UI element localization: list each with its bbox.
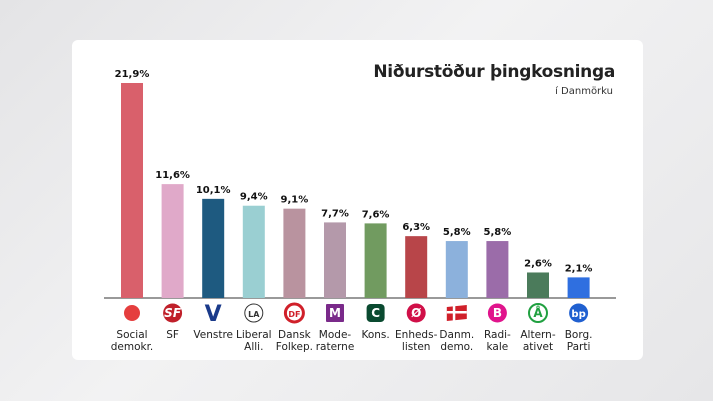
data-label: 11,6% [155,170,190,181]
bar [283,208,306,298]
data-label: 7,7% [321,208,349,219]
dansk-folkeparti-logo-icon [283,302,305,324]
chart-subtitle: í Danmörku [555,86,613,97]
konservative-logo-icon-text: C [371,306,380,320]
alternativet-logo-icon [528,303,548,323]
category-label: Social [116,329,147,341]
data-label: 2,6% [524,258,552,269]
data-label: 2,1% [565,263,593,274]
category-label: Mode- [319,329,352,341]
social-demokratiet-rose-icon [124,305,140,321]
radikale-logo-icon [487,303,507,323]
bar [242,205,265,298]
category-label: Danm. [439,329,474,341]
category-label: raterne [316,341,355,353]
enhedslisten-logo-icon-text: Ø [411,306,421,320]
category-label: Parti [567,341,591,353]
liberal-alliance-logo-icon-text: LA [248,310,260,319]
moderaterne-logo-icon-text: M [329,306,341,320]
chart-card: Niðurstöður þingkosninga í Danmörku 21,9… [72,40,643,360]
bar [567,277,590,298]
category-label: Folkep. [276,341,313,353]
category-label: Radi- [484,329,511,341]
category-label: Borg. [565,329,593,341]
data-label: 10,1% [196,185,231,196]
category-label: Alli. [244,341,263,353]
data-label: 9,1% [281,195,309,206]
sf-logo-icon-text: SF [164,306,182,320]
category-label: demo. [440,341,473,353]
borgernes-parti-logo-icon [569,303,589,323]
category-label: Venstre [193,329,233,341]
category-label: Dansk [278,329,312,341]
category-label: Altern- [520,329,555,341]
data-label: 21,9% [115,69,150,80]
bar [527,272,549,298]
konservative-logo-icon [366,304,385,322]
bar [364,223,387,298]
liberal-alliance-logo-icon [244,303,264,323]
data-label: 5,8% [443,227,471,238]
category-label: Enheds- [395,329,438,341]
dansk-folkeparti-logo-icon-text: DF [288,310,300,319]
bar [324,222,346,298]
danmarksdemokraterne-flag-icon-cross [446,311,467,314]
data-label: 7,6% [362,209,390,220]
bar [486,241,509,298]
bar [202,198,225,298]
data-label: 6,3% [402,222,430,233]
data-label: 5,8% [484,227,512,238]
venstre-logo-icon-text: V [205,302,222,327]
bar [121,83,143,298]
category-label: demokr. [111,341,154,353]
moderaterne-logo-icon [326,304,344,322]
category-label: Liberal [236,329,272,341]
category-label: kale [487,341,509,353]
borgernes-parti-logo-icon-text: bp [571,309,585,320]
bar [405,236,428,298]
bar [161,184,184,298]
enhedslisten-logo-icon [406,303,426,323]
category-label: Kons. [361,329,389,341]
chart-title: Niðurstöður þingkosninga [373,62,615,82]
alternativet-logo-icon-text: Å [533,305,543,320]
category-label: listen [402,341,431,353]
sf-logo-icon [163,303,183,323]
category-label: ativet [523,341,553,353]
category-label: SF [166,329,179,341]
radikale-logo-icon-text: B [493,306,502,320]
bar [445,241,468,298]
data-label: 9,4% [240,192,268,203]
